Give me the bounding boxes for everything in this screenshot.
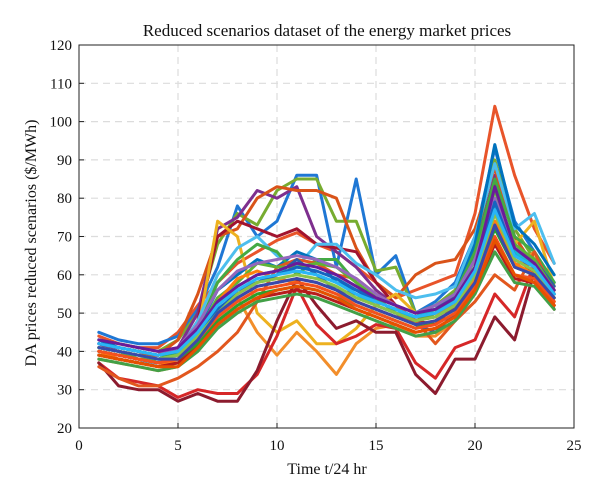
x-tick-label: 25 <box>567 438 582 454</box>
y-tick-label: 30 <box>57 383 72 399</box>
y-tick-label: 120 <box>50 38 73 54</box>
x-tick-label: 0 <box>75 438 83 454</box>
y-tick-label: 60 <box>57 268 72 284</box>
x-tick-label: 5 <box>174 438 182 454</box>
scenario-line-12 <box>97 261 556 399</box>
chart-title: Reduced scenarios dataset of the energy … <box>143 21 511 40</box>
scenario-line-26 <box>97 208 556 357</box>
series-group <box>97 104 556 403</box>
y-tick-label: 110 <box>50 76 72 92</box>
scenario-line-5 <box>97 166 556 357</box>
scenario-line-1 <box>97 104 556 350</box>
y-tick-label: 90 <box>57 153 72 169</box>
scenario-line-23 <box>97 185 556 353</box>
x-tick-label: 10 <box>270 438 285 454</box>
y-tick-label: 50 <box>57 306 72 322</box>
y-tick-label: 70 <box>57 230 72 246</box>
x-tick-label: 15 <box>369 438 384 454</box>
x-axis-ticks: 0 5 10 15 20 25 <box>75 423 582 454</box>
y-tick-label: 40 <box>57 344 72 360</box>
y-tick-label: 80 <box>57 191 72 207</box>
y-tick-label: 20 <box>57 421 72 437</box>
y-axis-ticks: 20 30 40 50 60 70 80 90 100 110 120 <box>50 38 84 437</box>
x-tick-label: 20 <box>468 438 483 454</box>
scenario-line-28 <box>97 223 556 361</box>
y-tick-label: 100 <box>50 115 73 131</box>
y-axis-label: DA prices reduced scenarios ($/MWh) <box>23 119 40 366</box>
scenario-line-30 <box>97 238 556 369</box>
x-axis-label: Time t/24 hr <box>287 461 367 478</box>
scenario-line-13 <box>97 269 556 403</box>
scenario-line-14 <box>97 250 556 388</box>
